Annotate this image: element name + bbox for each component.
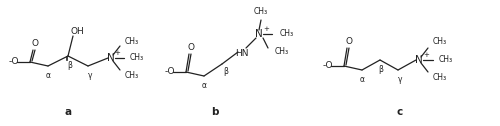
Text: CH₃: CH₃	[433, 73, 447, 83]
Text: -O: -O	[323, 61, 334, 71]
Text: CH₃: CH₃	[275, 46, 289, 55]
Text: CH₃: CH₃	[280, 29, 294, 39]
Text: OH: OH	[70, 26, 84, 36]
Text: +: +	[114, 50, 120, 56]
Text: α: α	[360, 75, 364, 85]
Text: CH₃: CH₃	[130, 54, 144, 62]
Text: CH₃: CH₃	[125, 71, 139, 81]
Text: O: O	[188, 43, 194, 53]
Text: O: O	[346, 38, 352, 46]
Text: HN: HN	[236, 49, 249, 57]
Text: b: b	[211, 107, 219, 117]
Text: a: a	[64, 107, 71, 117]
Text: -O: -O	[9, 57, 20, 67]
Text: CH₃: CH₃	[439, 55, 453, 65]
Text: α: α	[202, 82, 206, 90]
Text: β: β	[378, 66, 384, 74]
Text: CH₃: CH₃	[254, 8, 268, 17]
Text: +: +	[263, 26, 269, 32]
Text: N: N	[415, 55, 423, 65]
Text: γ: γ	[398, 75, 402, 85]
Text: +: +	[423, 52, 429, 58]
Text: α: α	[46, 71, 51, 81]
Text: CH₃: CH₃	[125, 37, 139, 45]
Text: β: β	[224, 68, 228, 76]
Text: γ: γ	[88, 71, 92, 81]
Text: O: O	[32, 39, 38, 49]
Text: N: N	[107, 53, 115, 63]
Text: CH₃: CH₃	[433, 38, 447, 46]
Text: N: N	[255, 29, 263, 39]
Text: β: β	[68, 60, 72, 70]
Text: -O: -O	[165, 68, 175, 76]
Text: c: c	[397, 107, 403, 117]
